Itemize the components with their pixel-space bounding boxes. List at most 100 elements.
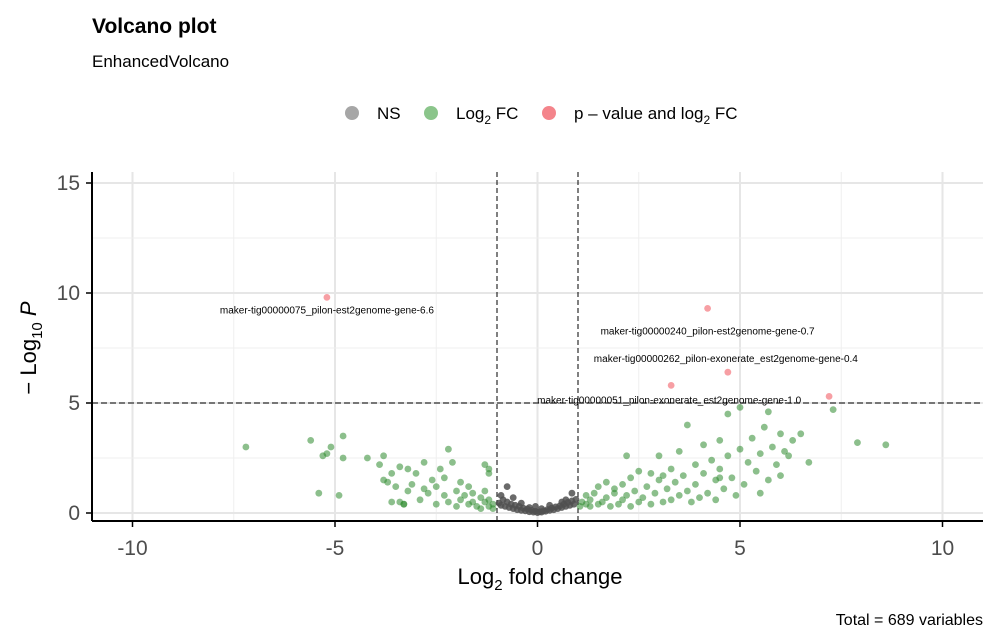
point-labels: maker-tig00000075_pilon-est2genome-gene-… (220, 305, 858, 406)
point-fc (683, 487, 691, 495)
point-fc (882, 441, 890, 449)
point-fc (635, 498, 643, 506)
point-fc (242, 443, 250, 451)
point-fc (416, 496, 424, 504)
point-ns (532, 503, 539, 510)
point-fc (756, 450, 764, 457)
point-ns (558, 498, 566, 506)
point-fc (760, 423, 768, 431)
point-fc (740, 481, 748, 488)
point-fc (756, 489, 764, 497)
point-fc (716, 465, 724, 473)
point-fc (700, 441, 707, 449)
grid-lines (92, 172, 983, 521)
point-fc (445, 445, 452, 453)
point-fc (400, 500, 408, 508)
point-ns (572, 495, 580, 503)
point-fc (408, 481, 416, 488)
point-fc (307, 437, 315, 444)
point-fc (724, 452, 732, 460)
point-pfc (704, 305, 711, 312)
point-fc (339, 432, 347, 440)
point-fc (380, 452, 387, 460)
point-ns (568, 489, 576, 497)
point-fc (720, 485, 728, 493)
point-fc (777, 472, 784, 479)
point-fc (440, 474, 448, 482)
point-fc (453, 487, 460, 495)
x-axis-label: Log2 fold change (458, 564, 623, 594)
point-fc (627, 503, 635, 510)
x-tick-label: -10 (117, 537, 147, 560)
point-fc (700, 470, 707, 477)
point-fc (457, 478, 464, 486)
point-fc (829, 406, 837, 413)
point-fc (404, 487, 412, 495)
point-fc (688, 498, 695, 506)
point-fc (643, 483, 651, 490)
point-fc (785, 452, 792, 460)
point-fc (623, 452, 630, 460)
point-ns (503, 483, 511, 490)
point-fc (404, 465, 412, 473)
point-ns (526, 504, 533, 511)
point-pfc (825, 393, 833, 400)
point-fc (469, 498, 477, 506)
chart-title: Volcano plot (92, 15, 216, 38)
point-fc (724, 410, 732, 418)
point-fc (736, 445, 744, 453)
point-fc (647, 470, 655, 477)
y-axis-ticks: 0 5 10 15 (57, 172, 92, 525)
point-label: maker-tig00000262_pilon-exonerate_est2ge… (594, 354, 859, 365)
point-fc (675, 448, 683, 455)
point-fc (732, 492, 740, 499)
point-fc (789, 437, 797, 444)
point-label: maker-tig00000051_pilon-exonerate_est2ge… (537, 395, 802, 406)
point-fc (481, 461, 489, 468)
point-fc (854, 439, 861, 446)
point-fc (477, 494, 485, 501)
point-fc (445, 498, 452, 506)
legend-marker-fc (424, 106, 438, 120)
point-fc (388, 498, 396, 506)
y-tick-label: 10 (57, 282, 80, 305)
y-tick-label: 5 (68, 392, 80, 415)
point-fc (675, 492, 683, 499)
point-fc (590, 489, 598, 497)
point-fc (773, 461, 780, 468)
point-fc (420, 459, 428, 466)
point-fc (477, 505, 485, 512)
point-fc (619, 496, 626, 504)
point-fc (623, 492, 630, 499)
point-fc (384, 478, 392, 486)
point-fc (432, 500, 440, 508)
point-fc (315, 489, 323, 497)
point-fc (469, 489, 477, 497)
x-tick-label: 0 (532, 537, 544, 560)
point-fc (692, 461, 699, 468)
point-fc (627, 474, 635, 482)
point-fc (388, 470, 396, 477)
legend-label-ns: NS (377, 104, 401, 123)
x-tick-label: 10 (931, 537, 954, 560)
point-fc (465, 483, 473, 490)
point-fc (335, 492, 343, 499)
point-label: maker-tig00000075_pilon-est2genome-gene-… (220, 305, 434, 316)
caption: Total = 689 variables (836, 612, 983, 629)
point-fc (728, 474, 736, 482)
point-ns (497, 492, 505, 499)
point-fc (651, 489, 659, 497)
point-fc (797, 430, 805, 438)
point-fc (716, 437, 724, 444)
y-tick-label: 0 (68, 502, 80, 525)
point-label: maker-tig00000240_pilon-est2genome-gene-… (601, 326, 815, 337)
x-tick-label: 5 (734, 537, 746, 560)
point-fc (764, 408, 772, 416)
point-ns (509, 494, 517, 501)
point-fc (769, 443, 776, 451)
point-fc (805, 459, 813, 466)
point-pfc (323, 294, 331, 301)
point-pfc (667, 382, 675, 389)
point-fc (424, 489, 432, 497)
point-fc (457, 496, 464, 504)
